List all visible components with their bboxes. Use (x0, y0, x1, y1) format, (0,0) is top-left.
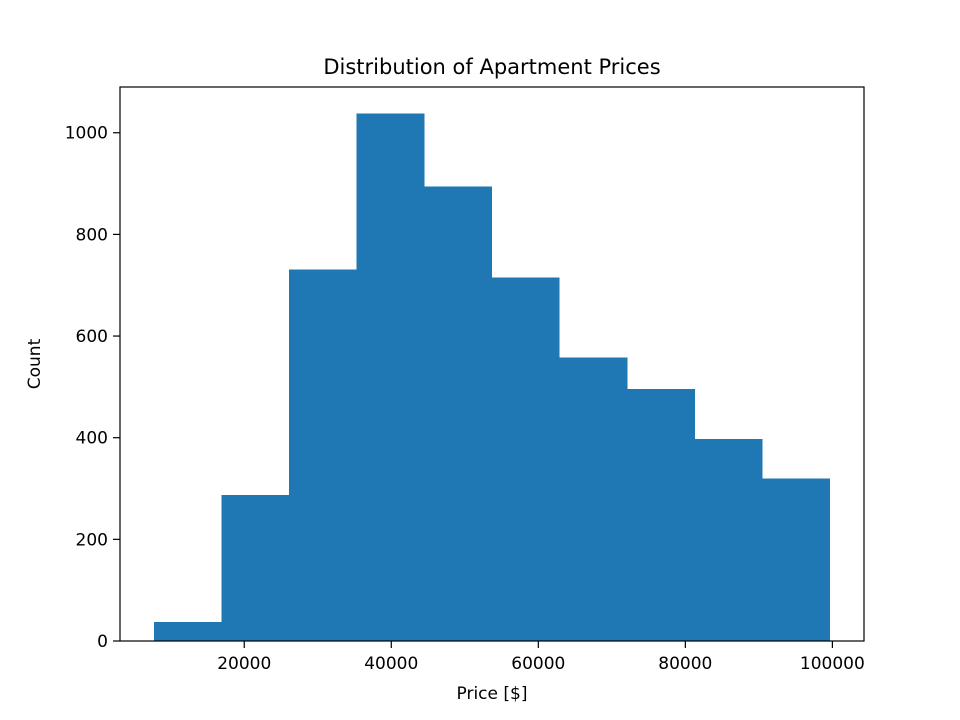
histogram-bar-8 (694, 439, 763, 641)
x-axis-label: Price [$] (457, 684, 528, 704)
y-tick-label-4: 800 (76, 225, 108, 245)
x-tick-label-2: 60000 (511, 654, 565, 674)
x-tick-label-3: 80000 (658, 654, 712, 674)
histogram-bar-7 (627, 388, 695, 641)
x-tick-label-4: 100000 (800, 654, 865, 674)
y-tick-label-1: 200 (76, 530, 108, 550)
histogram-bar-5 (492, 277, 560, 641)
x-tick-label-0: 20000 (217, 654, 271, 674)
y-tick-label-3: 600 (76, 327, 108, 347)
y-axis-ticks: 0 200 400 600 800 1000 (65, 124, 120, 652)
chart-title: Distribution of Apartment Prices (323, 55, 660, 79)
y-axis-label: Count (25, 338, 45, 389)
y-tick-label-0: 0 (97, 632, 108, 652)
x-axis-ticks: 20000 40000 60000 80000 100000 (217, 641, 865, 674)
x-tick-label-1: 40000 (364, 654, 418, 674)
histogram-bars (153, 113, 831, 641)
histogram-bar-3 (356, 113, 425, 641)
histogram-bar-9 (762, 478, 831, 641)
histogram-bar-0 (153, 622, 222, 641)
plot-frame (119, 86, 865, 642)
histogram-bar-6 (559, 357, 628, 641)
y-tick-label-5: 1000 (65, 124, 108, 144)
histogram-bar-4 (424, 186, 492, 641)
histogram-bar-2 (289, 269, 357, 641)
histogram-bar-1 (221, 495, 290, 641)
y-tick-label-2: 400 (76, 429, 108, 449)
